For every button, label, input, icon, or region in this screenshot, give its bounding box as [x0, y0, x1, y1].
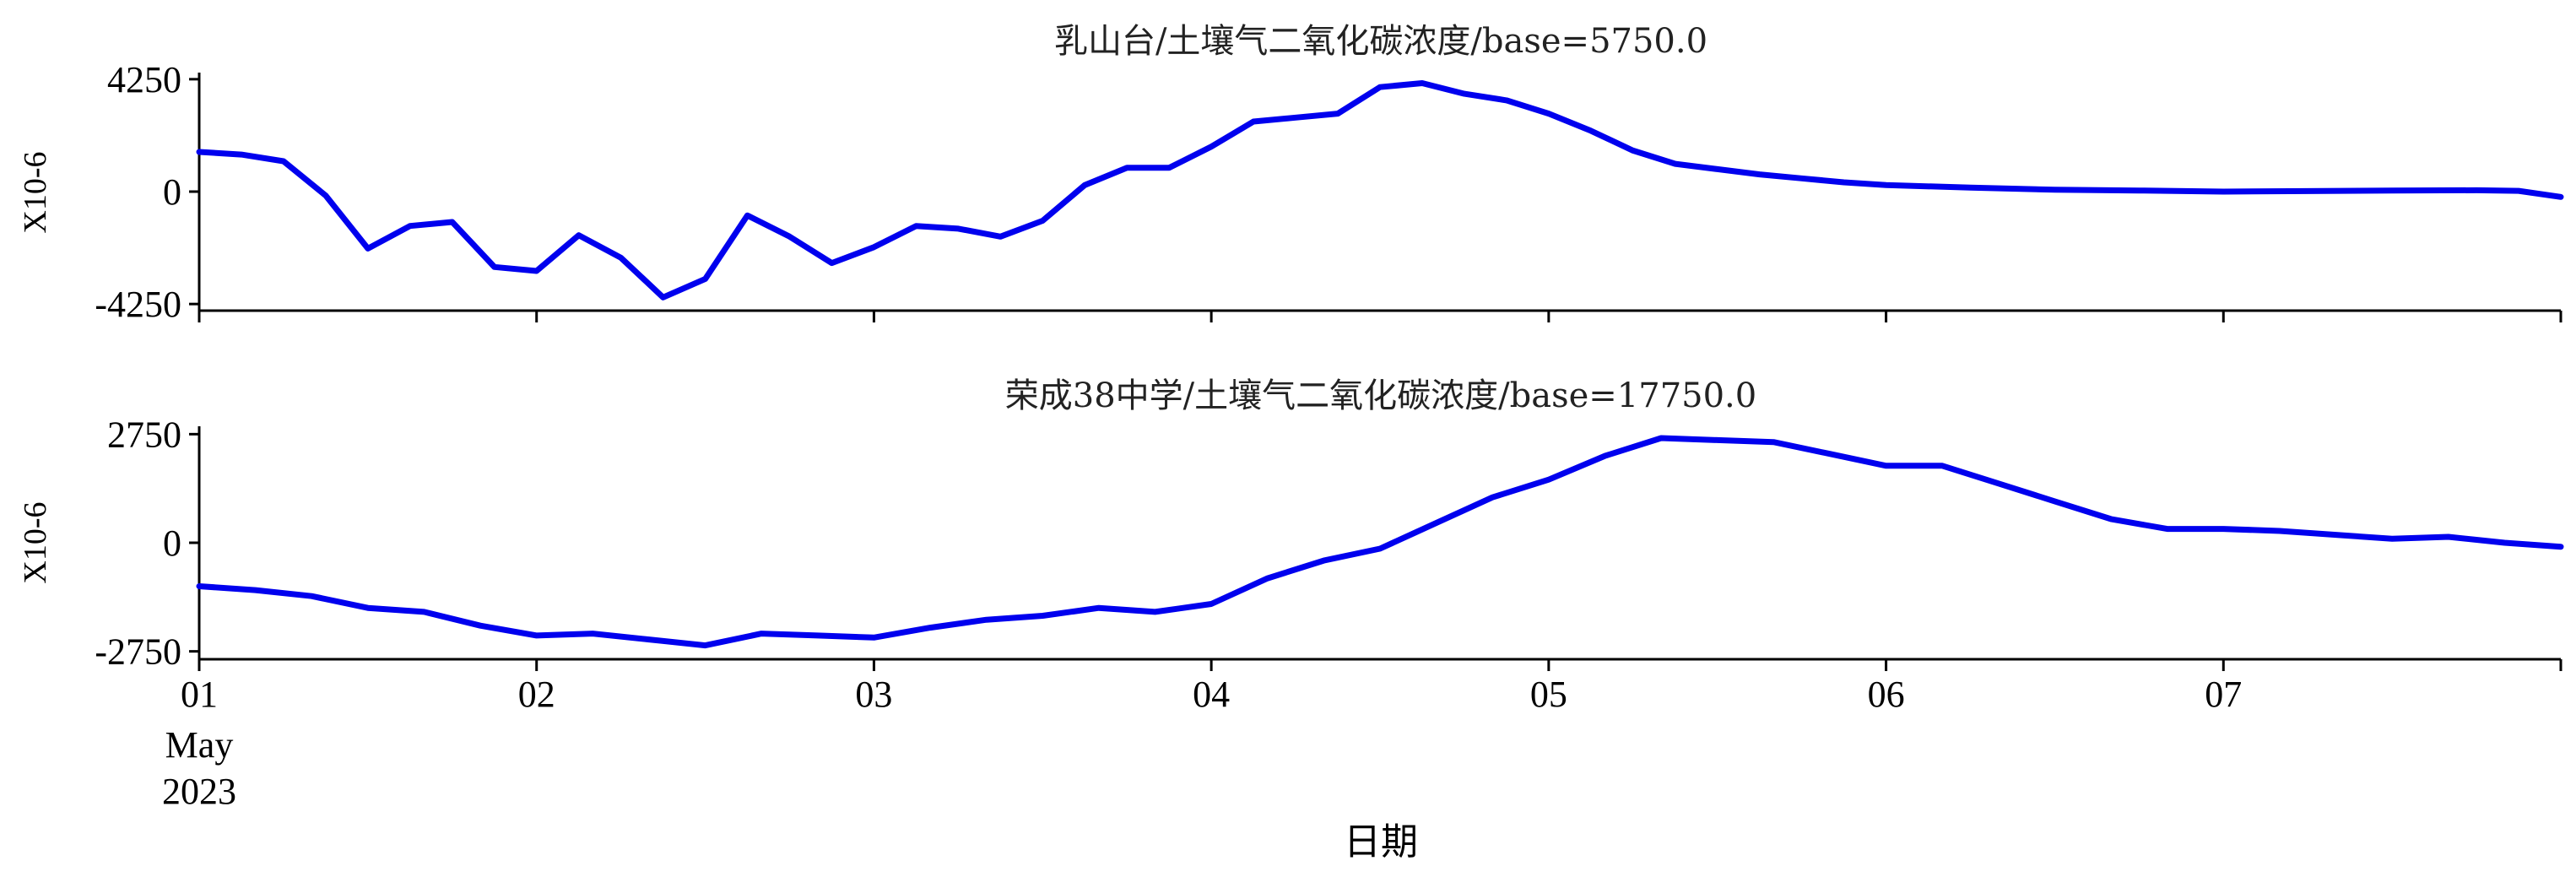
x-tick-label: 04	[1193, 674, 1230, 715]
x-ticks	[198, 659, 2562, 671]
x-tick-label: 01	[181, 674, 218, 715]
series-line	[196, 435, 2564, 649]
series-line	[196, 80, 2564, 301]
y-tick-label: -4250	[95, 284, 181, 325]
y-axis-label: X10-6	[18, 151, 53, 233]
y-tick-label: 4250	[107, 59, 181, 100]
x-axis-label: 日期	[1344, 820, 1418, 864]
y-ticks: 4250 0 -4250	[95, 59, 199, 325]
y-tick-label: -2750	[95, 631, 181, 673]
y-tick-label: 0	[163, 523, 181, 564]
y-tick-label: 2750	[107, 414, 181, 455]
x-tick-label: 06	[1868, 674, 1905, 715]
chart-title: 乳山台/土壤气二氧化碳浓度/base=5750.0	[1054, 22, 1707, 61]
x-ticks	[198, 311, 2562, 322]
chart-title: 荣成38中学/土壤气二氧化碳浓度/base=17750.0	[1005, 376, 1756, 415]
x-tick-labels: 01 02 03 04 05 06 07	[181, 674, 2242, 715]
x-tick-label: 07	[2205, 674, 2242, 715]
x-date-year: 2023	[162, 771, 236, 812]
panel-rushan: 乳山台/土壤气二氧化碳浓度/base=5750.0 X10-6 4250 0 -42…	[18, 22, 2564, 325]
y-axis-label: X10-6	[18, 501, 53, 583]
panel-rongcheng: 荣成38中学/土壤气二氧化碳浓度/base=17750.0 X10-6 2750…	[18, 376, 2564, 673]
x-tick-label: 03	[855, 674, 892, 715]
x-date-month: May	[165, 724, 234, 766]
y-ticks: 2750 0 -2750	[95, 414, 199, 673]
x-tick-label: 05	[1530, 674, 1567, 715]
y-tick-label: 0	[163, 171, 181, 213]
x-tick-label: 02	[518, 674, 555, 715]
